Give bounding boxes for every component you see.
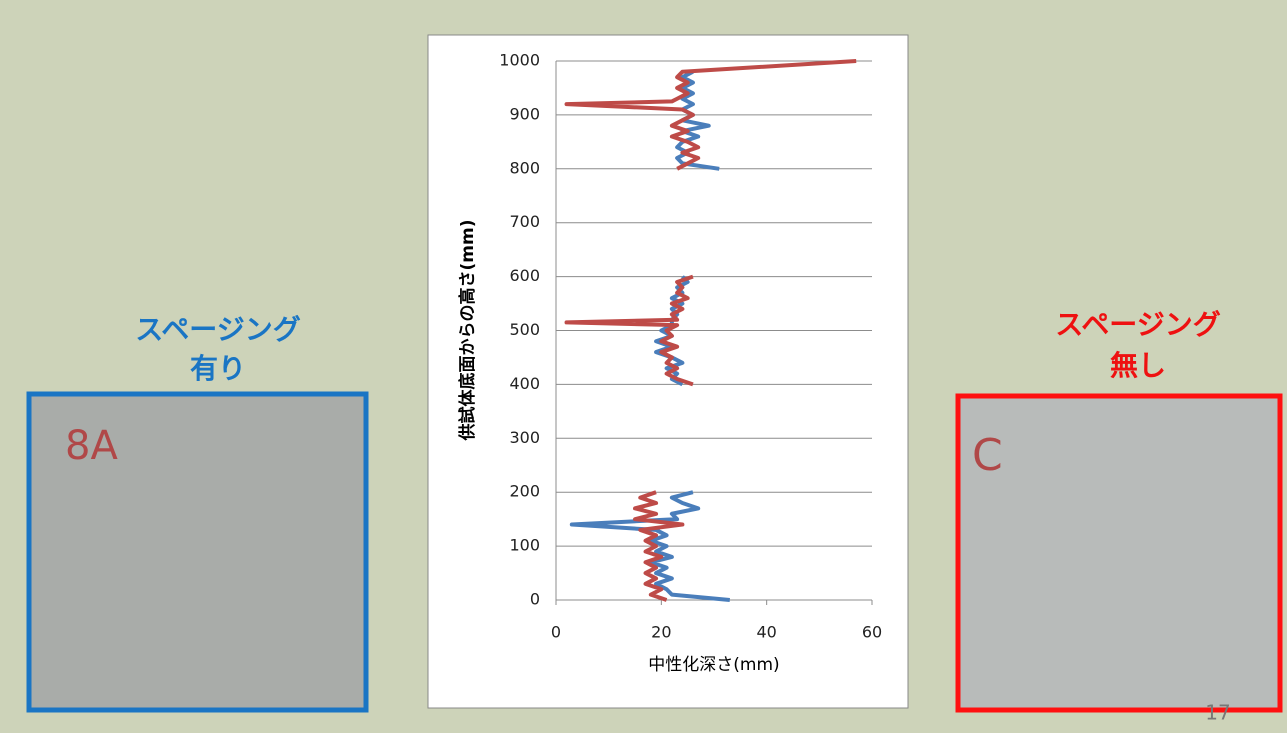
label-text: 無し (1110, 349, 1166, 382)
photo-right (955, 393, 1283, 713)
label-text: スページング (1055, 308, 1220, 341)
y-axis-label: 供試体底面からの高さ(mm) (457, 220, 478, 442)
y-tick-label: 500 (509, 320, 540, 339)
y-tick-label: 1000 (499, 51, 540, 70)
y-tick-label: 700 (509, 212, 540, 231)
photo-text: C (972, 430, 1003, 481)
x-axis-label: 中性化深さ(mm) (648, 655, 779, 675)
y-tick-label: 400 (509, 374, 540, 393)
y-tick-label: 900 (509, 104, 540, 123)
x-tick-label: 20 (651, 623, 671, 642)
photo-text: 8A (65, 423, 118, 469)
photo-left (26, 391, 369, 713)
chart: 0 100 200 300 400 500 600 700 800 900 1000 0 20 40 60 中… (457, 51, 882, 676)
y-tick-label: 800 (509, 158, 540, 177)
label-text: スページング (135, 313, 300, 346)
page-number: 17 (1205, 701, 1230, 725)
x-tick-label: 0 (551, 623, 561, 642)
y-tick-label: 300 (509, 428, 540, 447)
series-line (564, 59, 857, 602)
x-tick-label: 60 (862, 623, 882, 642)
y-tick-label: 200 (509, 482, 540, 501)
label-text: 有り (190, 352, 246, 385)
y-tick-label: 0 (530, 590, 540, 609)
x-tick-label: 40 (756, 623, 776, 642)
y-tick-label: 100 (509, 536, 540, 555)
y-tick-label: 600 (509, 266, 540, 285)
